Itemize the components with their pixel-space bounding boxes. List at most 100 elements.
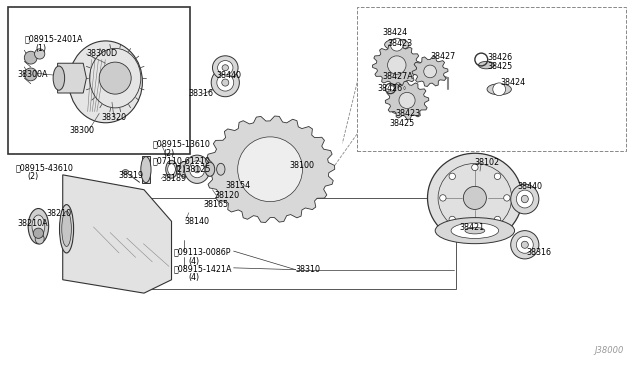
Ellipse shape bbox=[194, 166, 200, 173]
Polygon shape bbox=[205, 116, 335, 222]
Circle shape bbox=[472, 225, 478, 232]
Ellipse shape bbox=[216, 163, 225, 175]
Circle shape bbox=[35, 49, 45, 59]
Circle shape bbox=[237, 137, 303, 202]
Text: 38426◦: 38426◦ bbox=[378, 84, 408, 93]
Text: Ⓦ08915-43610: Ⓦ08915-43610 bbox=[16, 163, 74, 172]
Ellipse shape bbox=[511, 231, 539, 259]
Text: 38316: 38316 bbox=[526, 248, 551, 257]
Ellipse shape bbox=[141, 157, 151, 183]
Text: 38189: 38189 bbox=[161, 174, 186, 183]
Ellipse shape bbox=[217, 74, 234, 91]
Ellipse shape bbox=[487, 84, 511, 95]
Text: 38427: 38427 bbox=[430, 52, 455, 61]
Circle shape bbox=[449, 173, 456, 180]
Ellipse shape bbox=[392, 108, 404, 114]
Text: Ⓦ08915-1421A: Ⓦ08915-1421A bbox=[174, 264, 232, 273]
Text: 38319: 38319 bbox=[118, 171, 143, 180]
Text: 38424: 38424 bbox=[383, 28, 408, 37]
Text: 38424: 38424 bbox=[500, 78, 525, 87]
Ellipse shape bbox=[511, 184, 539, 214]
Ellipse shape bbox=[212, 56, 238, 80]
Circle shape bbox=[24, 68, 37, 81]
Text: ⒳07110-61210: ⒳07110-61210 bbox=[152, 156, 210, 165]
Circle shape bbox=[472, 164, 478, 171]
Ellipse shape bbox=[516, 236, 533, 253]
Ellipse shape bbox=[60, 205, 74, 253]
Ellipse shape bbox=[189, 161, 205, 178]
Ellipse shape bbox=[168, 164, 175, 175]
Circle shape bbox=[99, 62, 131, 94]
Ellipse shape bbox=[205, 162, 215, 176]
Circle shape bbox=[493, 83, 506, 96]
Ellipse shape bbox=[28, 208, 49, 244]
Ellipse shape bbox=[451, 223, 499, 238]
Circle shape bbox=[24, 51, 37, 64]
Text: 38100: 38100 bbox=[289, 161, 314, 170]
Text: 38300: 38300 bbox=[69, 126, 94, 135]
Polygon shape bbox=[385, 81, 429, 119]
Text: (2): (2) bbox=[163, 149, 175, 158]
Text: 38320: 38320 bbox=[101, 113, 126, 122]
Ellipse shape bbox=[32, 215, 45, 237]
Text: 38310: 38310 bbox=[296, 265, 321, 274]
Text: 38426: 38426 bbox=[488, 53, 513, 62]
Text: 38427A: 38427A bbox=[383, 72, 413, 81]
Text: 38300D: 38300D bbox=[86, 49, 118, 58]
Ellipse shape bbox=[222, 65, 228, 71]
Text: ⒳09113-0086P: ⒳09113-0086P bbox=[174, 248, 232, 257]
Text: Ⓦ08915-13610: Ⓦ08915-13610 bbox=[152, 140, 210, 149]
Bar bbox=[357, 7, 626, 151]
Text: 38425: 38425 bbox=[389, 119, 414, 128]
Text: (4): (4) bbox=[189, 257, 200, 266]
Circle shape bbox=[33, 228, 44, 238]
Ellipse shape bbox=[184, 155, 210, 183]
Circle shape bbox=[399, 92, 415, 109]
Text: 38440: 38440 bbox=[216, 71, 241, 80]
Text: (2)38125: (2)38125 bbox=[174, 165, 211, 174]
Text: 38120: 38120 bbox=[214, 191, 239, 200]
Text: 38423: 38423 bbox=[396, 109, 420, 118]
Text: 38425: 38425 bbox=[488, 62, 513, 71]
Text: 38210A: 38210A bbox=[18, 219, 49, 228]
Text: 38421: 38421 bbox=[460, 223, 484, 232]
Polygon shape bbox=[372, 44, 421, 86]
Text: 38300A: 38300A bbox=[18, 70, 49, 79]
Circle shape bbox=[504, 195, 510, 201]
Ellipse shape bbox=[521, 195, 528, 203]
Text: (2): (2) bbox=[27, 172, 38, 181]
Text: (1): (1) bbox=[35, 44, 46, 53]
Text: 38154: 38154 bbox=[225, 182, 250, 190]
Ellipse shape bbox=[435, 218, 515, 244]
Circle shape bbox=[390, 38, 403, 51]
Text: 38165: 38165 bbox=[204, 200, 228, 209]
Ellipse shape bbox=[69, 41, 143, 123]
Polygon shape bbox=[412, 57, 448, 86]
Ellipse shape bbox=[428, 153, 522, 243]
Ellipse shape bbox=[465, 227, 485, 234]
Ellipse shape bbox=[218, 61, 233, 75]
Ellipse shape bbox=[62, 211, 72, 246]
Text: 38440: 38440 bbox=[517, 182, 542, 191]
Text: 38102: 38102 bbox=[475, 158, 500, 167]
Ellipse shape bbox=[516, 190, 533, 208]
Polygon shape bbox=[63, 175, 172, 293]
Polygon shape bbox=[58, 63, 86, 93]
Circle shape bbox=[424, 65, 436, 78]
Ellipse shape bbox=[53, 66, 65, 90]
Text: 38140: 38140 bbox=[184, 217, 209, 226]
Circle shape bbox=[494, 173, 500, 180]
Circle shape bbox=[388, 56, 406, 74]
Ellipse shape bbox=[179, 161, 189, 177]
Text: Ⓦ08915-2401A: Ⓦ08915-2401A bbox=[24, 35, 83, 44]
Circle shape bbox=[463, 186, 486, 209]
Circle shape bbox=[440, 195, 446, 201]
Ellipse shape bbox=[35, 234, 44, 244]
Ellipse shape bbox=[221, 79, 229, 86]
Bar bbox=[8, 7, 190, 154]
Ellipse shape bbox=[211, 68, 239, 97]
Ellipse shape bbox=[166, 160, 177, 178]
Text: (4): (4) bbox=[189, 273, 200, 282]
Ellipse shape bbox=[479, 61, 495, 69]
Polygon shape bbox=[142, 156, 150, 183]
